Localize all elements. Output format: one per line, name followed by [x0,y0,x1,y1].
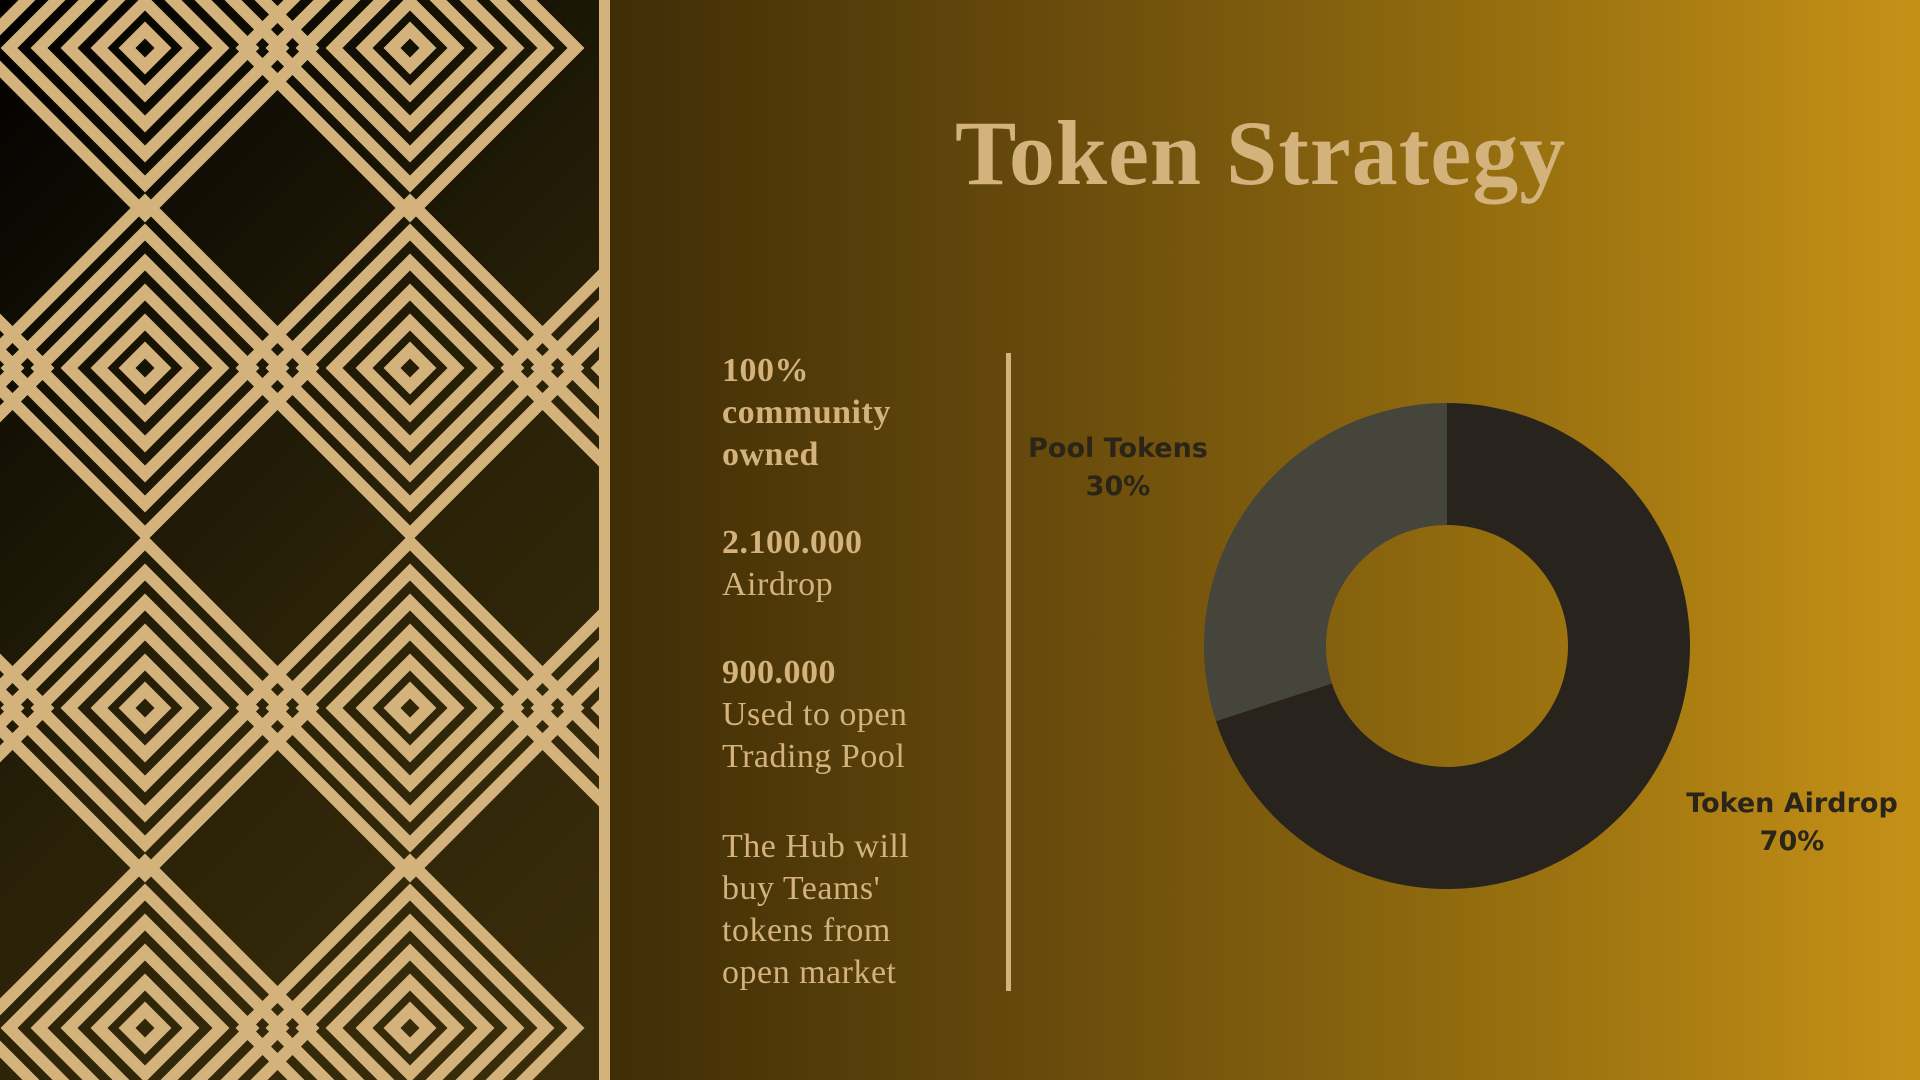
community-line-3: owned [722,436,819,473]
pattern-diamond [60,283,230,453]
pattern-diamond [383,21,437,75]
airdrop-value: 2.100.000 [722,524,863,561]
pattern-diamond [235,0,585,223]
pattern-diamond [60,943,230,1080]
airdrop-stat: 2.100.000 Airdrop [722,522,863,606]
pattern-diamond [265,883,555,1080]
pattern-diamond [265,0,555,193]
pattern-diamond [265,223,555,513]
airdrop-slice [1215,403,1690,889]
pattern-diamond [383,681,437,735]
pool-tokens-percent: 30% [1085,471,1151,502]
donut-chart [1204,403,1690,889]
pattern-diamond [265,563,555,853]
pattern-diamond [90,973,200,1080]
pattern-diamond [30,0,260,163]
pattern-diamond [235,853,585,1080]
token-airdrop-label: Token Airdrop 70% [1682,785,1902,861]
pattern-diamond [0,223,290,513]
pattern-diamond [60,0,230,133]
pattern-diamond [383,341,437,395]
pattern-diamond [383,1001,437,1055]
hub-line-3: tokens from [722,912,891,949]
pattern-diamond [530,288,610,448]
pattern-diamond [355,0,465,103]
pool-tokens-label: Pool Tokens 30% [1018,430,1218,506]
pattern-diamond [90,313,200,423]
vertical-divider [1006,353,1011,991]
hub-line-2: buy Teams' [722,870,881,907]
decorative-pattern-panel [0,0,610,1080]
pattern-diamond [0,883,290,1080]
pool-stat: 900.000 Used to open Trading Pool [722,652,907,778]
pattern-diamond [295,253,525,483]
pool-value: 900.000 [722,654,836,691]
pattern-diamond [0,853,320,1080]
slide-title: Token Strategy [955,102,1567,204]
pattern-diamond [355,313,465,423]
pattern-diamond [0,0,290,193]
pattern-diamond [530,628,610,788]
pattern-diamond [90,653,200,763]
pattern-diamond [118,21,172,75]
pattern-diamond [118,341,172,395]
pattern-diamond [0,533,320,883]
hub-line-1: The Hub will [722,828,910,865]
pattern-diamond [325,0,495,133]
pattern-diamond [235,533,585,883]
pattern-diamond [30,913,260,1080]
pattern-diamond [325,943,495,1080]
pattern-diamond [118,1001,172,1055]
pool-slice [1204,403,1447,722]
pattern-diamond [0,563,290,853]
community-line-2: community [722,394,891,431]
pattern-edge-bar [599,0,610,1080]
pattern-diamond [295,913,525,1080]
pattern-diamond [235,193,585,543]
pool-caption-line-1: Used to open [722,696,908,733]
community-line-1: 100% [722,352,809,389]
pattern-diamond [355,653,465,763]
token-airdrop-category: Token Airdrop [1686,788,1898,819]
community-owned-text: 100% community owned [722,350,891,476]
pattern-diamond [500,258,610,478]
pool-caption-line-2: Trading Pool [722,738,906,775]
pattern-diamond [355,973,465,1080]
pattern-diamond [295,593,525,823]
pattern-diamond [90,0,200,103]
hub-text: The Hub will buy Teams' tokens from open… [722,826,909,994]
token-airdrop-percent: 70% [1759,826,1825,857]
pattern-diamond [30,593,260,823]
pattern-diamond [118,681,172,735]
pattern-diamond [0,0,320,223]
airdrop-caption: Airdrop [722,566,834,603]
pattern-diamond [325,623,495,793]
pattern-diamond [500,598,610,818]
diamond-pattern-graphic [0,0,610,1080]
pattern-diamond [295,0,525,163]
pool-tokens-category: Pool Tokens [1028,433,1208,464]
pattern-diamond [325,283,495,453]
pattern-diamond [60,623,230,793]
hub-line-4: open market [722,954,897,991]
pattern-diamond [30,253,260,483]
